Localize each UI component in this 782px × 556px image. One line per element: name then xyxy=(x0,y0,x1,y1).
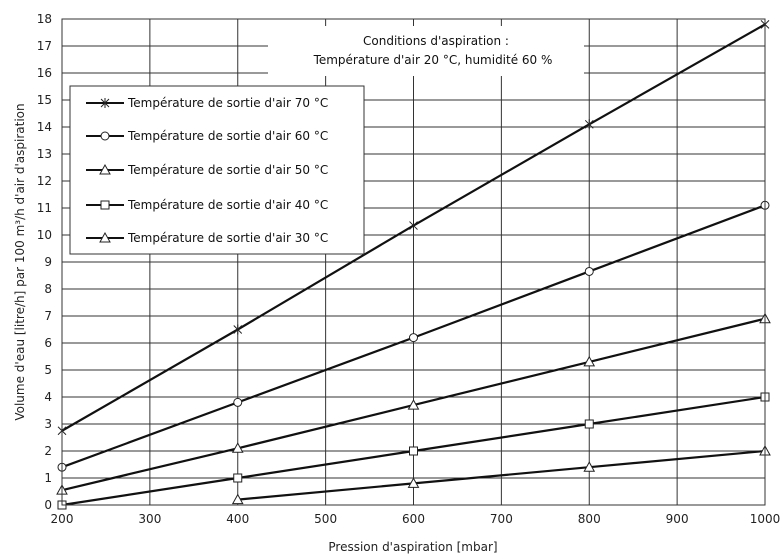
annotation-box xyxy=(268,26,584,76)
y-tick-label: 5 xyxy=(44,363,52,377)
grid xyxy=(61,18,766,506)
y-tick-label: 2 xyxy=(44,444,52,458)
x-tick-label: 900 xyxy=(666,512,689,526)
x-tick-label: 500 xyxy=(314,512,337,526)
data-point xyxy=(407,477,420,488)
data-point xyxy=(584,266,594,276)
legend-marker xyxy=(100,131,110,141)
data-point xyxy=(233,324,243,335)
y-tick-label: 1 xyxy=(44,471,52,485)
y-tick-label: 18 xyxy=(37,12,52,26)
x-tick-label: 400 xyxy=(226,512,249,526)
data-point xyxy=(584,119,594,130)
y-axis-label: Volume d'eau [litre/h] par 100 m³/h d'ai… xyxy=(13,103,27,420)
data-point xyxy=(231,493,244,505)
data-point xyxy=(409,446,418,456)
series-line xyxy=(237,449,766,501)
y-tick-label: 16 xyxy=(37,66,52,80)
x-tick-label: 300 xyxy=(138,512,161,526)
series-layer xyxy=(56,19,771,510)
legend-item: Température de sortie d'air 60 °C xyxy=(86,129,328,143)
data-point xyxy=(583,355,596,367)
x-tick-label: 800 xyxy=(578,512,601,526)
legend-label: Température de sortie d'air 30 °C xyxy=(127,231,328,245)
data-point xyxy=(409,220,418,231)
legend-item: Température de sortie d'air 30 °C xyxy=(86,231,328,245)
x-tick-label: 600 xyxy=(402,512,425,526)
data-point xyxy=(409,333,418,343)
y-tick-label: 15 xyxy=(37,93,52,107)
annotation-line-1: Conditions d'aspiration : xyxy=(363,34,509,48)
x-axis-ticks: 200 300 400 500 600 700 800 900 1000 xyxy=(51,512,781,526)
y-tick-label: 10 xyxy=(37,228,52,242)
y-tick-label: 14 xyxy=(37,120,52,134)
legend-item: Température de sortie d'air 50 °C xyxy=(86,163,328,177)
y-tick-label: 13 xyxy=(37,147,52,161)
y-tick-label: 17 xyxy=(37,39,52,53)
x-tick-label: 1000 xyxy=(750,512,781,526)
legend-item: Température de sortie d'air 40 °C xyxy=(86,198,328,212)
x-tick-label: 700 xyxy=(490,512,513,526)
legend-item: Température de sortie d'air 70 °C xyxy=(86,96,328,110)
data-point xyxy=(233,473,243,483)
legend-label: Température de sortie d'air 60 °C xyxy=(127,129,328,143)
legend-label: Température de sortie d'air 40 °C xyxy=(127,198,328,212)
legend: Température de sortie d'air 70 °C Tempéra… xyxy=(69,85,365,255)
x-tick-label: 200 xyxy=(51,512,74,526)
x-axis-label: Pression d'aspiration [mbar] xyxy=(328,540,497,554)
y-tick-label: 8 xyxy=(44,282,52,296)
y-tick-label: 9 xyxy=(44,255,52,269)
y-tick-label: 4 xyxy=(44,390,52,404)
legend-marker xyxy=(99,163,111,175)
annotation-line-2: Température d'air 20 °C, humidité 60 % xyxy=(313,53,553,67)
legend-label: Température de sortie d'air 50 °C xyxy=(127,163,328,177)
plot-frame xyxy=(61,18,766,506)
legend-label: Température de sortie d'air 70 °C xyxy=(127,96,328,110)
y-tick-label: 7 xyxy=(44,309,52,323)
legend-marker xyxy=(99,231,111,243)
legend-marker xyxy=(100,200,110,210)
y-tick-label: 0 xyxy=(44,498,52,512)
y-tick-label: 12 xyxy=(37,174,52,188)
y-tick-label: 11 xyxy=(37,201,52,215)
data-point xyxy=(231,442,244,453)
y-tick-label: 3 xyxy=(44,417,52,431)
data-point xyxy=(583,461,596,472)
data-point xyxy=(407,399,420,410)
legend-marker xyxy=(100,98,110,108)
data-point xyxy=(584,419,594,429)
y-tick-label: 6 xyxy=(44,336,52,350)
data-point xyxy=(233,397,243,407)
